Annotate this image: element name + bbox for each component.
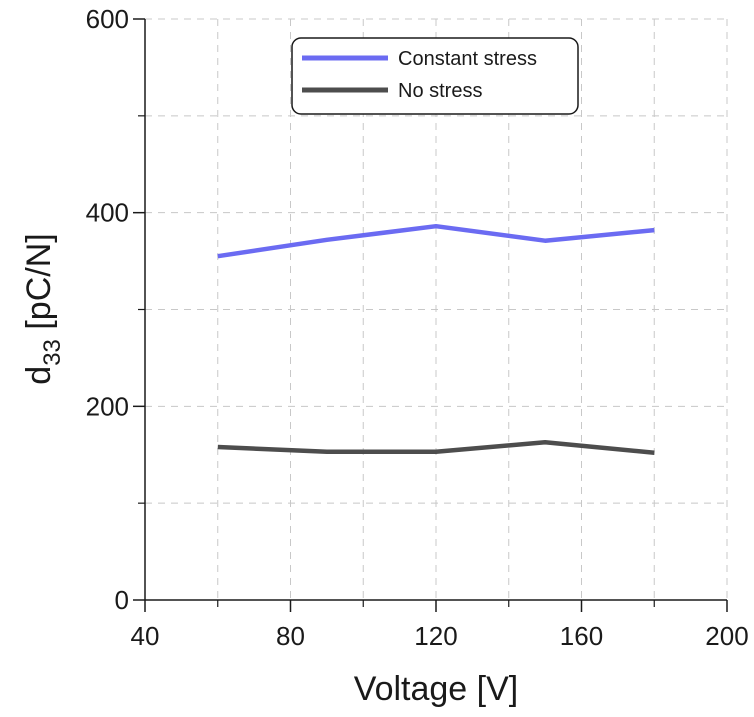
series-lines (217, 223, 655, 456)
ticks: 40 80 120 160 200 0 200 400 600 (86, 4, 749, 651)
series-line-0 (217, 223, 655, 259)
legend-label: No stress (398, 80, 482, 102)
grid (145, 18, 728, 600)
series-line-1 (217, 439, 655, 456)
y-tick-label: 400 (86, 198, 129, 228)
y-axis-title-main: d (20, 366, 58, 385)
legend-label: Constant stress (398, 48, 537, 70)
legend: Constant stress No stress (291, 37, 579, 115)
y-axis-title-subscript: 33 (39, 339, 66, 366)
x-axis-title: Voltage [V] (354, 670, 518, 708)
x-tick-label: 200 (705, 621, 748, 651)
x-tick-label: 160 (560, 621, 603, 651)
x-tick-label: 120 (414, 621, 457, 651)
y-tick-label: 0 (115, 585, 129, 615)
y-axis-title: d33 [pC/N] (20, 233, 66, 384)
y-tick-label: 200 (86, 391, 129, 421)
y-axis-title-unit: [pC/N] (20, 233, 58, 339)
x-tick-label: 40 (131, 621, 160, 651)
y-tick-label: 600 (86, 4, 129, 34)
x-tick-label: 80 (276, 621, 305, 651)
